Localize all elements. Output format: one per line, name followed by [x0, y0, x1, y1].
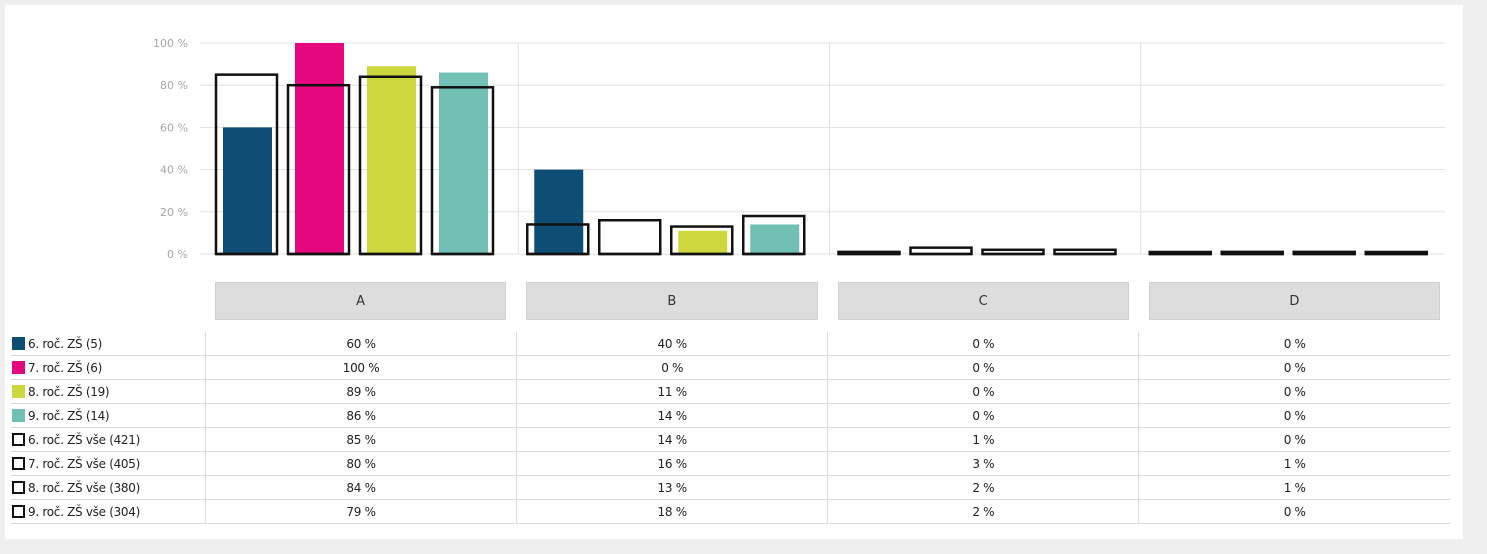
legend-swatch	[12, 336, 25, 350]
series-name: 8. roč. ZŠ vše (380)	[28, 480, 140, 495]
value-cell: 0 %	[1138, 403, 1450, 428]
value-cell: 2 %	[827, 499, 1140, 524]
value-cell: 18 %	[516, 499, 829, 524]
value-cell: 1 %	[1138, 475, 1450, 500]
value-cell: 0 %	[1138, 332, 1450, 356]
legend-swatch	[12, 384, 25, 398]
series-name: 6. roč. ZŠ (5)	[28, 336, 102, 351]
legend-cell: 9. roč. ZŠ (14)	[10, 403, 206, 428]
category-label-A: A	[215, 282, 507, 320]
value-cell: 0 %	[827, 332, 1140, 356]
value-cell: 84 %	[205, 475, 518, 500]
value-cell: 86 %	[205, 403, 518, 428]
table-row: 6. roč. ZŠ vše (421) 85 % 14 % 1 % 0 %	[10, 427, 1450, 452]
series-name: 7. roč. ZŠ vše (405)	[28, 456, 140, 471]
legend-cell: 9. roč. ZŠ vše (304)	[10, 499, 206, 524]
bar-chart: 0 % 20 % 40 % 60 % 80 % 100 %	[153, 37, 1445, 261]
legend-swatch	[12, 480, 25, 494]
value-cell: 0 %	[827, 355, 1140, 380]
value-cell: 0 %	[1138, 499, 1450, 524]
legend-swatch	[12, 504, 25, 518]
series-name: 8. roč. ZŠ (19)	[28, 384, 110, 399]
legend-cell: 6. roč. ZŠ vše (421)	[10, 427, 206, 452]
value-cell: 1 %	[1138, 451, 1450, 476]
value-cell: 80 %	[205, 451, 518, 476]
y-tick-label: 20 %	[160, 206, 188, 219]
y-tick-label: 60 %	[160, 121, 188, 134]
value-cell: 1 %	[827, 427, 1140, 452]
value-cell: 2 %	[827, 475, 1140, 500]
value-cell: 40 %	[516, 332, 829, 356]
value-cell: 60 %	[205, 332, 518, 356]
y-tick-label: 80 %	[160, 79, 188, 92]
data-table: 6. roč. ZŠ (5) 60 % 40 % 0 % 0 % 7. roč. ZŠ (…	[10, 332, 1450, 524]
value-cell: 11 %	[516, 379, 829, 404]
table-row: 7. roč. ZŠ (6) 100 % 0 % 0 % 0 %	[10, 355, 1450, 380]
value-cell: 0 %	[1138, 427, 1450, 452]
series-name: 9. roč. ZŠ vše (304)	[28, 504, 140, 519]
legend-cell: 8. roč. ZŠ (19)	[10, 379, 206, 404]
value-cell: 0 %	[1138, 355, 1450, 380]
category-label-C: C	[837, 282, 1129, 320]
value-cell: 3 %	[827, 451, 1140, 476]
value-cell: 0 %	[827, 379, 1140, 404]
y-tick-label: 100 %	[153, 37, 188, 50]
outline-bar-B-2	[598, 218, 662, 256]
table-row: 8. roč. ZŠ (19) 89 % 11 % 0 % 0 %	[10, 379, 1450, 404]
value-cell: 100 %	[205, 355, 518, 380]
y-tick-label: 0 %	[167, 248, 188, 261]
y-tick-label: 40 %	[160, 164, 188, 177]
legend-cell: 7. roč. ZŠ (6)	[10, 355, 206, 380]
value-cell: 89 %	[205, 379, 518, 404]
bar-B-4	[750, 224, 800, 254]
value-cell: 79 %	[205, 499, 518, 524]
value-cell: 16 %	[516, 451, 829, 476]
value-cell: 0 %	[1138, 379, 1450, 404]
bar-B-1	[534, 169, 584, 254]
table-row: 8. roč. ZŠ vše (380) 84 % 13 % 2 % 1 %	[10, 475, 1450, 500]
bar-A-1	[223, 127, 272, 254]
table-row: 9. roč. ZŠ vše (304) 79 % 18 % 2 % 0 %	[10, 499, 1450, 524]
legend-cell: 8. roč. ZŠ vše (380)	[10, 475, 206, 500]
category-label-D: D	[1148, 282, 1440, 320]
value-cell: 0 %	[827, 403, 1140, 428]
legend-swatch	[12, 456, 25, 470]
value-cell: 0 %	[516, 355, 829, 380]
table-row: 7. roč. ZŠ vše (405) 80 % 16 % 3 % 1 %	[10, 451, 1450, 476]
bar-A-4	[439, 72, 488, 254]
value-cell: 85 %	[205, 427, 518, 452]
legend-cell: 7. roč. ZŠ vše (405)	[10, 451, 206, 476]
legend-swatch	[12, 408, 25, 422]
bar-A-2	[295, 43, 344, 254]
series-name: 9. roč. ZŠ (14)	[28, 408, 110, 423]
legend-swatch	[12, 432, 25, 446]
legend-cell: 6. roč. ZŠ (5)	[10, 332, 206, 356]
series-name: 6. roč. ZŠ vše (421)	[28, 432, 140, 447]
value-cell: 14 %	[516, 403, 829, 428]
table-row: 6. roč. ZŠ (5) 60 % 40 % 0 % 0 %	[10, 332, 1450, 356]
legend-swatch	[12, 360, 25, 374]
value-cell: 14 %	[516, 427, 829, 452]
table-row: 9. roč. ZŠ (14) 86 % 14 % 0 % 0 %	[10, 403, 1450, 428]
bar-A-3	[367, 66, 416, 255]
bar-B-3	[678, 230, 728, 254]
series-name: 7. roč. ZŠ (6)	[28, 360, 102, 375]
value-cell: 13 %	[516, 475, 829, 500]
category-label-B: B	[526, 282, 818, 320]
